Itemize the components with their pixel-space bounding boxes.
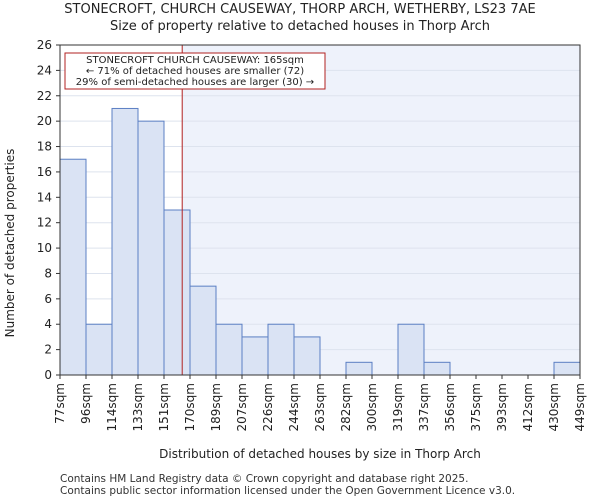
x-tick-label: 412sqm [521, 383, 535, 431]
footer-line-1: Contains HM Land Registry data © Crown c… [60, 473, 469, 485]
bars [59, 107, 581, 376]
x-tick-label: 337sqm [417, 383, 431, 431]
x-tick-label: 375sqm [469, 383, 483, 431]
bar-282sqm [345, 361, 373, 376]
bar-207sqm [241, 336, 269, 376]
y-tick-label: 20 [37, 114, 52, 128]
x-tick-label: 319sqm [391, 383, 405, 431]
x-tick-label: 263sqm [313, 383, 327, 431]
bar-114sqm [111, 107, 139, 376]
bar-189sqm [215, 323, 243, 376]
y-tick-label: 16 [37, 165, 52, 179]
x-tick-label: 96sqm [79, 383, 93, 424]
y-tick-label: 2 [44, 343, 52, 357]
x-tick-label: 170sqm [183, 383, 197, 431]
y-tick-label: 14 [37, 190, 52, 204]
x-tick-label: 189sqm [209, 383, 223, 431]
x-tick-label: 133sqm [131, 383, 145, 431]
annotation-box: STONECROFT CHURCH CAUSEWAY: 165sqm ← 71%… [64, 52, 326, 90]
bar-430sqm [553, 361, 581, 376]
bar-244sqm [293, 336, 321, 376]
bar-337sqm [423, 361, 451, 376]
x-tick-label: 226sqm [261, 383, 275, 431]
x-tick-label: 207sqm [235, 383, 249, 431]
footer-line-2: Contains public sector information licen… [60, 485, 516, 497]
y-tick-label: 8 [44, 266, 52, 280]
x-tick-label: 449sqm [573, 383, 587, 431]
x-axis: 77sqm 96sqm 114sqm 133sqm 151sqm 170sqm 189sqm… [53, 375, 587, 431]
x-tick-label: 244sqm [287, 383, 301, 431]
y-tick-label: 4 [44, 317, 52, 331]
x-tick-label: 356sqm [443, 383, 457, 431]
annotation-line-1: STONECROFT CHURCH CAUSEWAY: 165sqm [86, 55, 304, 66]
y-tick-label: 12 [37, 216, 52, 230]
y-tick-label: 0 [44, 368, 52, 382]
annotation-line-2: ← 71% of detached houses are smaller (72… [86, 66, 304, 77]
bar-151sqm [163, 209, 191, 376]
annotation-line-3: 29% of semi-detached houses are larger (… [76, 77, 314, 88]
y-tick-label: 24 [37, 63, 52, 77]
x-axis-label: Distribution of detached houses by size … [159, 447, 481, 461]
bar-226sqm [267, 323, 295, 376]
bar-170sqm [189, 285, 217, 376]
x-tick-label: 430sqm [547, 383, 561, 431]
x-tick-label: 77sqm [53, 383, 67, 424]
y-tick-label: 10 [37, 241, 52, 255]
x-tick-label: 282sqm [339, 383, 353, 431]
y-tick-label: 18 [37, 140, 52, 154]
bar-77sqm [59, 158, 87, 376]
chart-subtitle: Size of property relative to detached ho… [110, 19, 490, 34]
y-tick-label: 6 [44, 292, 52, 306]
bar-319sqm [397, 323, 425, 376]
x-tick-label: 393sqm [495, 383, 509, 431]
bar-96sqm [85, 323, 113, 376]
larger-region-shade [182, 45, 580, 375]
chart-title: STONECROFT, CHURCH CAUSEWAY, THORP ARCH,… [64, 2, 536, 17]
x-tick-label: 300sqm [365, 383, 379, 431]
x-tick-label: 114sqm [105, 383, 119, 431]
y-tick-label: 22 [37, 89, 52, 103]
y-tick-label: 26 [37, 38, 52, 52]
y-axis-label: Number of detached properties [3, 149, 17, 338]
x-tick-label: 151sqm [157, 383, 171, 431]
bar-133sqm [137, 120, 165, 376]
